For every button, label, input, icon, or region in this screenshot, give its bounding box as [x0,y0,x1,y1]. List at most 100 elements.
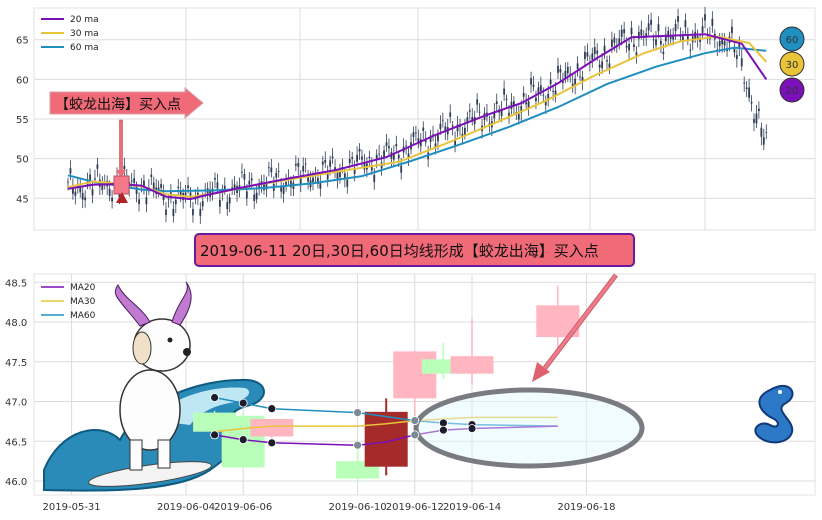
top-candle-body [503,88,505,95]
top-candle-body [434,143,437,148]
top-candle-body [383,150,385,158]
bottom-x-tick-label: 2019-06-14 [443,502,501,513]
top-candle-body [361,156,363,160]
top-candle-body [219,199,221,207]
top-candle-body [628,43,630,51]
top-candle-body [623,29,626,34]
top-candle-body [373,174,376,183]
top-candle-body [674,24,677,32]
top-candle-body [500,109,503,116]
top-candle-body [282,186,285,194]
top-candle-body [324,159,327,163]
top-candle-body [510,101,513,109]
top-candle-body [378,153,381,155]
top-candle-body [326,172,329,180]
top-candle-body [397,154,400,159]
top-candle-body [96,164,99,169]
top-candle-body [67,181,69,183]
top-candle-body [74,191,77,196]
top-candle-body [184,192,187,196]
top-candle-body [633,44,635,47]
top-candle-body [598,64,601,68]
bottom-candle-body [450,356,494,374]
surfboard [88,461,212,487]
bottom-chart-title: 2019-06-11 20日,30日,60日均线形成【蛟龙出海】买入点 [200,242,599,260]
top-candle-body [285,181,287,186]
top-candle-body [535,97,537,102]
callout-pointer-head [116,170,126,178]
bottom-x-tick-label: 2019-05-31 [43,502,101,513]
top-candle-body [647,23,650,31]
top-candle-body [591,53,594,60]
top-candle-body [135,186,138,194]
bottom-candle-body [393,351,437,399]
top-candle-body [160,183,162,188]
bottom-y-tick-label: 47.5 [5,358,27,369]
top-candle-body [579,76,581,78]
top-candle-body [667,30,670,38]
dog-body [119,369,181,451]
top-candle-body [593,47,596,54]
top-y-tick-label: 60 [16,75,29,86]
top-candle-body [513,101,515,107]
bottom-y-tick-label: 48.5 [5,278,27,289]
top-candle-body [133,178,136,183]
top-candle-body [226,202,229,210]
bottom-marker-ma60 [353,408,363,418]
top-candle-body [297,162,300,167]
top-candle-body [280,185,283,192]
top-candle-body [672,35,675,40]
top-candle-body [581,76,584,83]
top-candle-body [412,132,415,137]
bottom-y-tick-label: 46.0 [5,477,27,488]
legend-label-20ma: 20 ma [70,15,99,25]
top-candle-body [130,180,133,182]
top-candle-body [346,179,349,187]
dog-leg [129,439,143,471]
dragon-eye [778,390,782,394]
top-candle-body [552,90,554,92]
top-candle-body [652,39,655,41]
signal-highlight-ellipse [413,387,645,469]
top-candle-body [312,177,314,183]
bottom-ma-markers [210,393,477,450]
top-candle-body [557,65,559,73]
top-candle-body [437,134,439,142]
top-candle-body [704,14,706,21]
dog-nose [183,348,191,356]
top-candle-body [601,61,603,69]
top-candle-body [192,209,194,216]
top-candle-body [606,60,608,62]
top-candle-body [81,192,84,200]
top-candle-body [405,145,407,147]
top-panel: 45 50 55 60 65 60 30 20 20 ma 30 ma 60 ma 【蛟龙出… [16,6,816,231]
top-candle-body [662,51,665,54]
top-candle-body [395,143,398,147]
top-candle-body [243,173,246,180]
bottom-marker-ma20 [267,438,277,448]
pointer-arrow-head [532,362,550,382]
top-candle-body [701,26,704,33]
top-candle-body [270,167,273,173]
bottom-line-ma60 [214,396,558,427]
top-candle-body [537,87,540,95]
top-candle-body [525,102,528,105]
top-candle-body [515,112,518,113]
top-candle-body [111,197,113,202]
top-candle-body [255,192,258,200]
top-candle-body [559,69,562,73]
top-candle-body [79,186,82,193]
top-candle-body [275,172,278,178]
top-candle-body [682,36,684,42]
top-candle-body [611,39,613,47]
top-y-axis: 45 50 55 60 65 [16,36,29,206]
top-candle-body [290,180,292,188]
top-candle-body [542,94,545,96]
top-candle-body [738,43,741,49]
top-candle-body [302,165,305,172]
top-candle-body [89,174,91,182]
callout-text: 【蛟龙出海】买入点 [55,97,181,113]
end-badge-circle [779,77,805,103]
pointer-arrow [532,273,618,382]
top-candle-body [571,83,574,88]
